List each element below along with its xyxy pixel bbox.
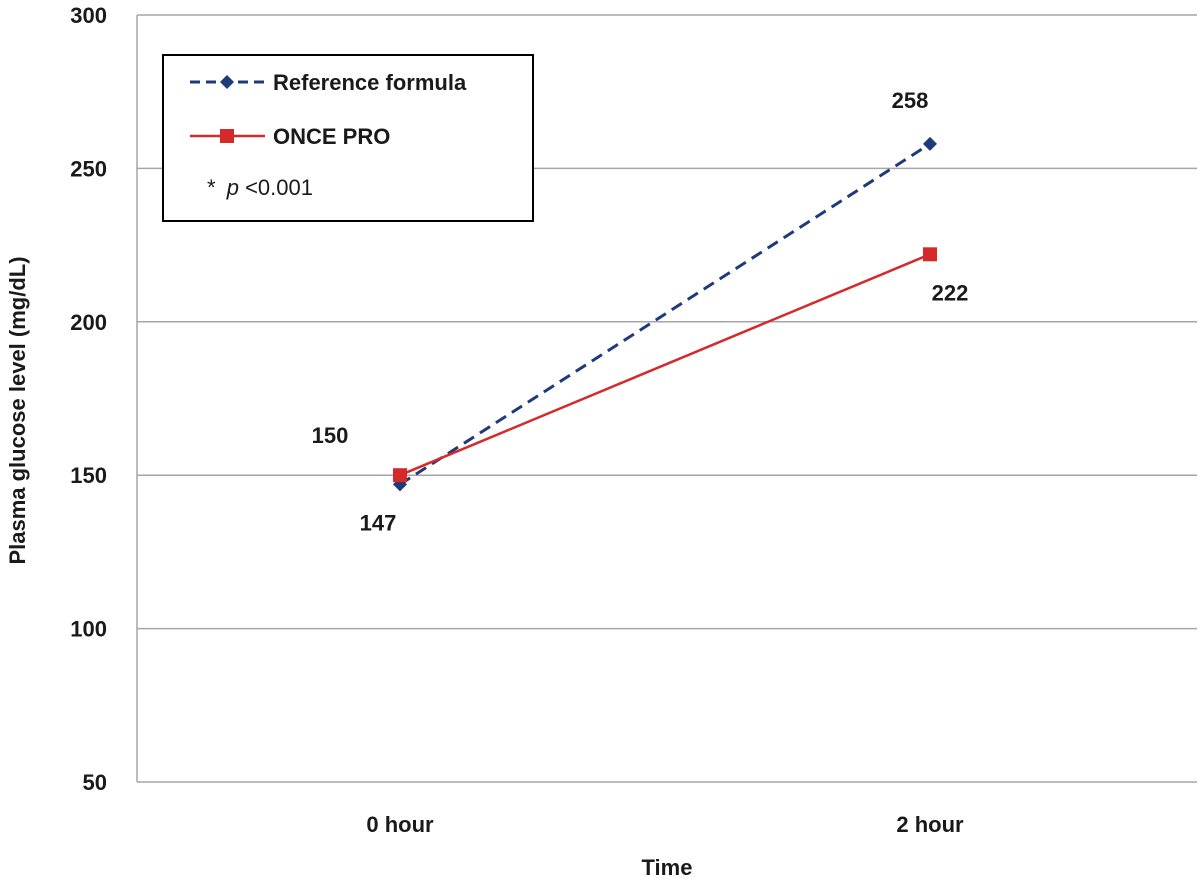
p-value-p: p [226,175,239,200]
p-value-note: * p <0.001 [207,175,313,200]
legend: Reference formula ONCE PRO * p <0.001 [162,54,534,222]
legend-label-1: ONCE PRO [273,124,390,149]
data-label-series-0-0: 147 [360,510,397,535]
data-label-series-1-1: 222 [932,280,969,305]
y-tick-label-100: 100 [70,617,107,642]
series-1 [393,247,937,483]
x-tick-labels: 0 hour 2 hour [366,812,964,837]
series-0-point-1 [923,136,937,151]
y-axis-title: Plasma glucose level (mg/dL) [5,256,30,564]
y-tick-label-150: 150 [70,463,107,488]
series-1-point-0 [393,468,407,483]
y-tick-label-50: 50 [83,770,107,795]
p-value-threshold: <0.001 [245,175,313,200]
series-layer [393,136,937,492]
series-1-point-1 [923,247,937,262]
y-tick-labels: 50 100 150 200 250 300 [70,3,107,795]
legend-items: Reference formula ONCE PRO [190,70,467,149]
series-line-0 [399,142,931,486]
x-tick-label-0: 0 hour [366,812,434,837]
p-value-star: * [207,175,216,200]
data-labels: 147 258 150 222 [312,88,969,536]
y-tick-label-200: 200 [70,310,107,335]
y-tick-label-250: 250 [70,156,107,181]
legend-label-0: Reference formula [273,70,467,95]
data-label-series-1-0: 150 [312,423,349,448]
series-line-1 [399,253,931,477]
x-axis-title: Time [642,855,693,880]
axes [136,15,1197,783]
y-tick-label-300: 300 [70,3,107,28]
legend-marker-0 [220,75,234,89]
x-tick-label-1: 2 hour [896,812,964,837]
data-label-series-0-1: 258 [892,88,929,113]
legend-marker-1 [220,129,234,143]
